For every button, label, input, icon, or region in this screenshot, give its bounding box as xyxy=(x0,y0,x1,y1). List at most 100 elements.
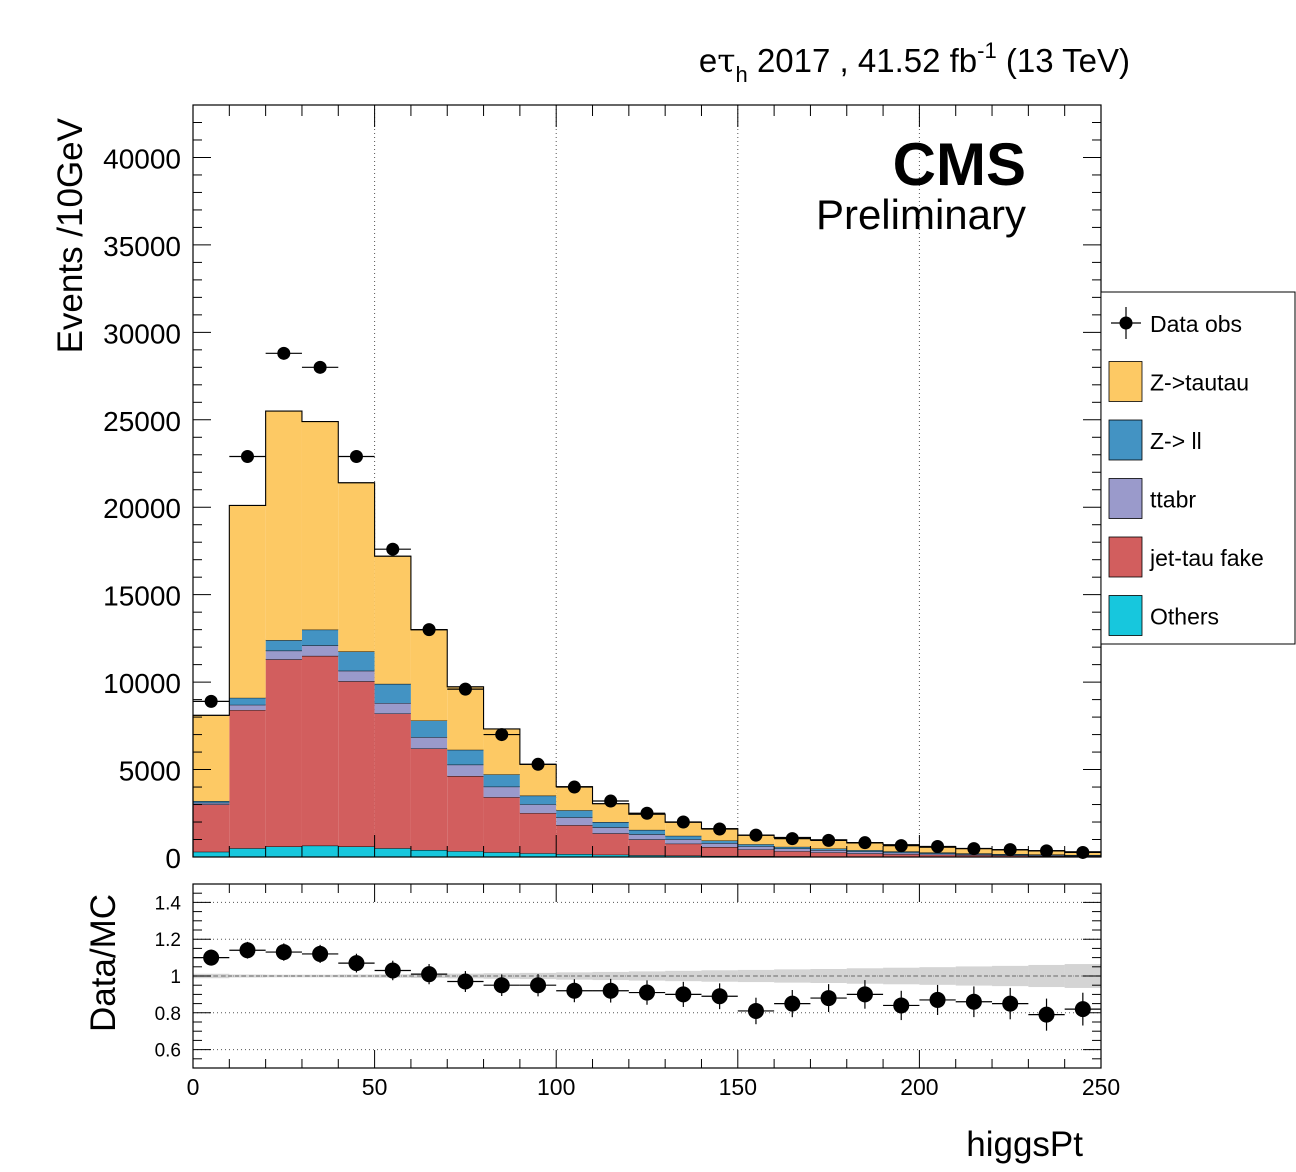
legend-item: Data obs xyxy=(1111,307,1242,339)
legend-item: Others xyxy=(1108,595,1219,636)
main-axis-ticks: 0 5000 10000 15000 20000 25000 30000 35000 40000 xyxy=(103,104,1102,874)
ratio-band-bin xyxy=(265,974,302,978)
stack-bar xyxy=(374,848,411,857)
stack-bar xyxy=(265,846,302,857)
stack-bar xyxy=(810,848,847,851)
header-channel-e: e xyxy=(699,42,717,79)
header-channel-sub: h xyxy=(736,62,748,87)
stack-bar xyxy=(229,710,266,849)
data-point xyxy=(240,450,254,464)
ratio-band-bin xyxy=(229,974,266,978)
stack-bar xyxy=(338,651,375,671)
ratio-point xyxy=(566,982,583,999)
data-point xyxy=(676,815,690,829)
stack-bar xyxy=(301,629,339,646)
stack-bar xyxy=(810,852,847,857)
ratio-point xyxy=(929,991,946,1008)
stack-bar xyxy=(556,854,593,857)
y-tick-label: 30000 xyxy=(103,318,181,349)
stack-bar xyxy=(846,853,884,857)
stack-bar xyxy=(810,850,847,853)
stack-bar xyxy=(193,851,230,857)
stack-bar xyxy=(519,795,557,805)
ratio-points xyxy=(193,941,1101,1031)
stack-bar xyxy=(374,703,411,714)
stack-bar xyxy=(701,847,738,856)
stack-bar xyxy=(774,848,811,852)
x-tick-label: 50 xyxy=(362,1074,388,1100)
ratio-point xyxy=(639,984,655,1001)
stack-bar xyxy=(447,851,484,857)
stack-bar xyxy=(846,850,884,852)
legend-box xyxy=(1100,291,1296,645)
ratio-point xyxy=(820,990,837,1007)
ratio-band-bin xyxy=(1064,964,1101,988)
stack-bar xyxy=(846,851,884,854)
header-lumi: 2017 , 41.52 fb xyxy=(748,42,977,79)
ratio-y-tick-label: 1 xyxy=(170,967,181,988)
stack-bar xyxy=(301,655,339,846)
stack-bar xyxy=(483,797,520,853)
stack-bar xyxy=(483,774,520,787)
stack-bar xyxy=(519,813,557,854)
legend-marker xyxy=(1119,316,1133,330)
stack-bar xyxy=(410,629,448,721)
stack-bar xyxy=(883,852,920,855)
stack-bar xyxy=(955,855,993,857)
x-tick-label: 150 xyxy=(719,1074,757,1100)
stack-bar xyxy=(665,822,702,836)
ratio-point xyxy=(348,955,365,972)
stack-bar xyxy=(447,749,484,765)
stack-bar xyxy=(628,839,666,856)
stack-bar xyxy=(229,505,266,698)
ratio-y-axis-title: Data/MC xyxy=(84,894,123,1032)
legend-swatch xyxy=(1108,361,1143,402)
y-tick-label: 35000 xyxy=(103,231,181,262)
stack-bar xyxy=(519,804,557,814)
ratio-point xyxy=(421,966,438,983)
stack-bar xyxy=(737,844,775,847)
data-point xyxy=(894,839,908,853)
data-point xyxy=(640,806,654,820)
stack-bar xyxy=(229,697,266,705)
ratio-point xyxy=(203,949,220,966)
stack-bar xyxy=(883,854,920,857)
stack-bar xyxy=(265,650,302,660)
data-point xyxy=(1003,843,1017,857)
ratio-point xyxy=(457,973,474,990)
y-tick-label: 10000 xyxy=(103,668,181,699)
preliminary-label: Preliminary xyxy=(816,191,1026,238)
stack-bar xyxy=(592,854,629,857)
main-grid xyxy=(374,105,920,857)
stack-bar xyxy=(410,737,448,749)
x-tick-label: 100 xyxy=(537,1074,575,1100)
stack-bar xyxy=(338,482,375,652)
stack-bar xyxy=(265,411,302,641)
stack-bar xyxy=(592,833,629,855)
ratio-point xyxy=(747,1002,764,1019)
stack-bar xyxy=(338,681,375,847)
ratio-point xyxy=(530,977,547,994)
stack-bar xyxy=(774,846,811,849)
stack-bar xyxy=(628,834,666,840)
y-tick-label: 40000 xyxy=(103,143,181,174)
ratio-band-bin xyxy=(701,970,738,982)
stack-bar xyxy=(556,786,593,811)
header-lumi-unit-exponent: -1 xyxy=(977,38,997,63)
ratio-axis-ticks: 0.6 0.8 1 1.2 1.4 0 50 100 150 200 250 xyxy=(155,883,1120,1100)
ratio-y-tick-label: 1.2 xyxy=(155,930,181,951)
data-point xyxy=(422,623,436,637)
cms-label: CMS xyxy=(893,131,1026,198)
stack-bar xyxy=(374,683,411,704)
legend-item: jet-tau fake xyxy=(1108,536,1264,578)
data-point xyxy=(495,728,509,742)
legend-swatch xyxy=(1108,536,1143,578)
ratio-point xyxy=(239,942,256,959)
stack-bar xyxy=(737,846,775,850)
x-tick-label: 0 xyxy=(187,1074,200,1100)
stack-bar xyxy=(628,855,666,857)
ratio-point xyxy=(856,986,873,1003)
ratio-band-bin xyxy=(846,968,884,984)
stack-bar xyxy=(665,835,702,840)
